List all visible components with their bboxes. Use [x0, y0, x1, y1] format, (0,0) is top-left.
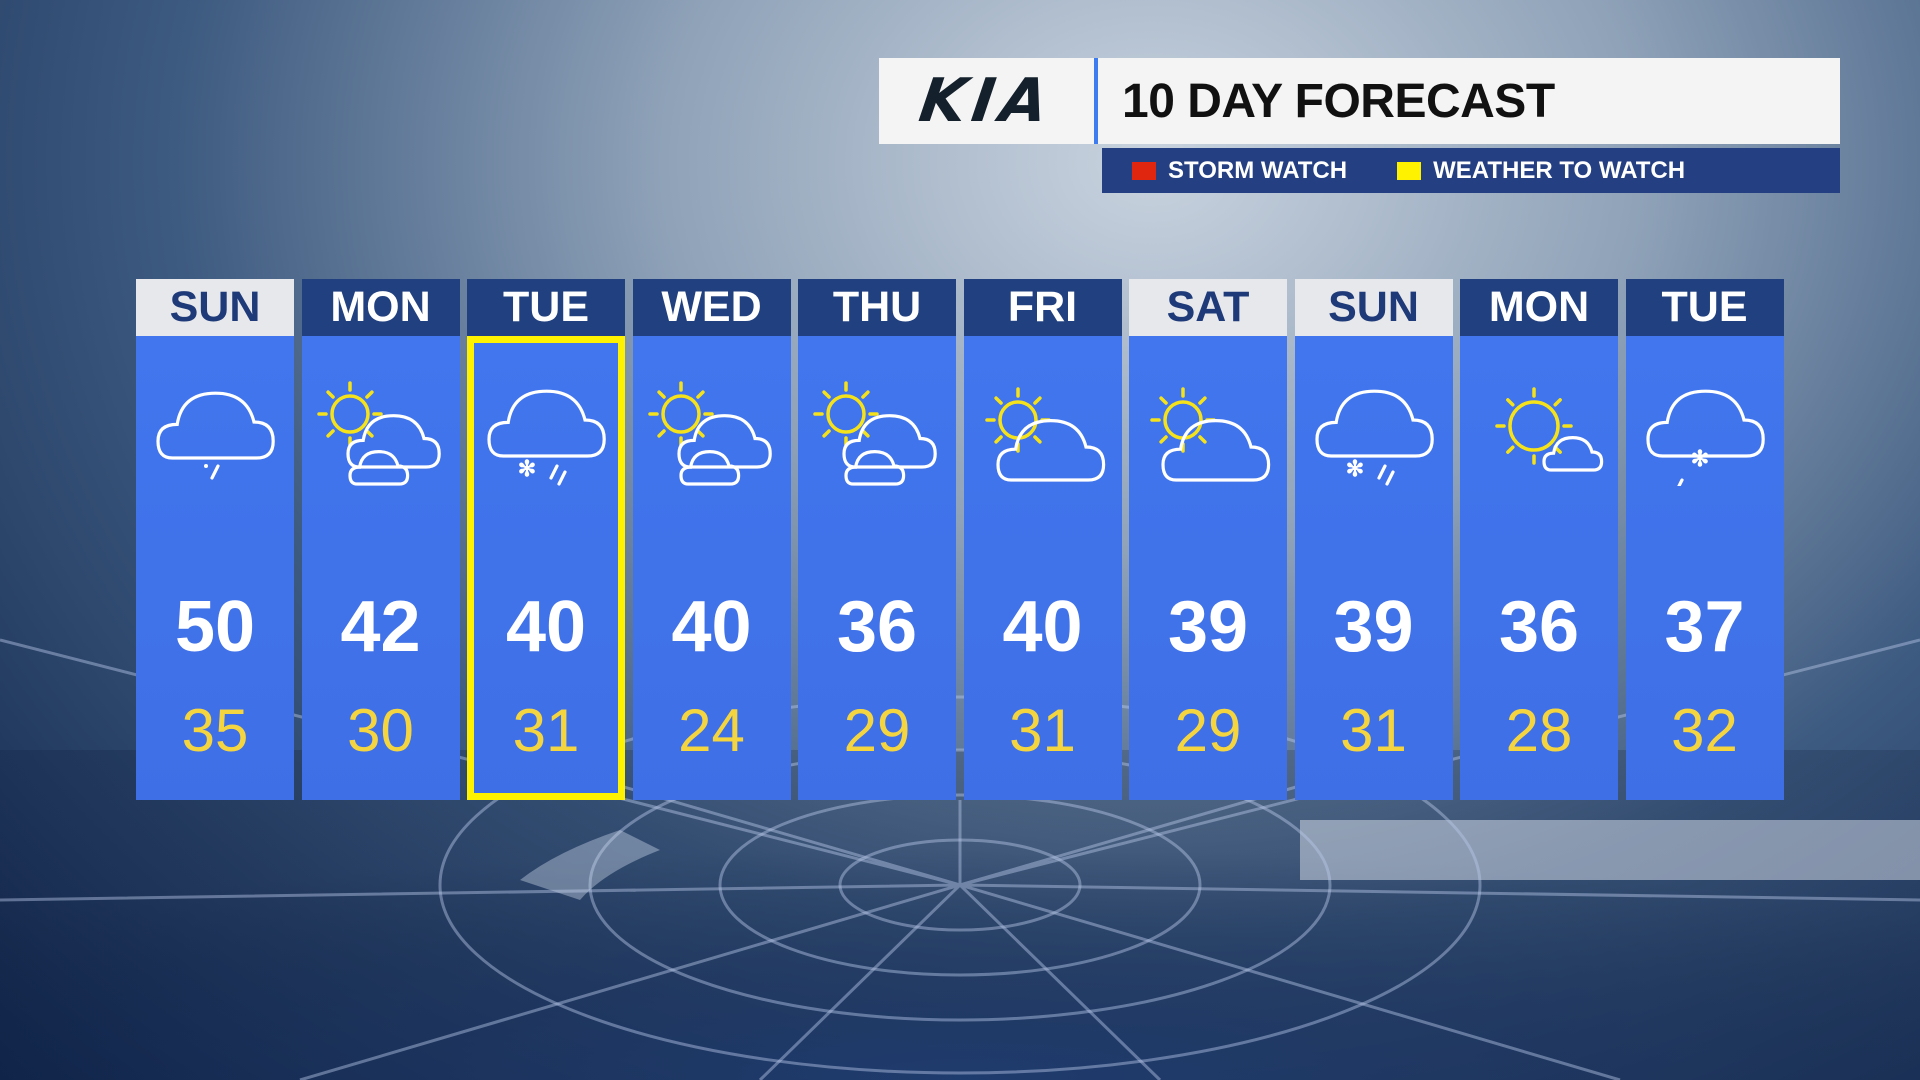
- day-column: FRI 40 31: [963, 279, 1122, 800]
- day-body: 40 31: [963, 336, 1122, 800]
- partly-cloudy-icon: [647, 381, 772, 486]
- day-label: SUN: [1294, 279, 1453, 336]
- low-temp: 28: [1505, 697, 1573, 764]
- partly-cloudy-icon: [813, 381, 937, 486]
- day-column: SUN ✻ 39 31: [1294, 279, 1453, 800]
- day-column: SAT 39 29: [1129, 279, 1287, 800]
- high-temp: 37: [1664, 587, 1745, 667]
- low-temp: 31: [512, 697, 580, 764]
- legend-weather-to-watch: WEATHER TO WATCH: [1397, 157, 1685, 185]
- legend-storm-watch: STORM WATCH: [1132, 157, 1347, 185]
- weather-to-watch-swatch: [1397, 161, 1422, 180]
- mostly-cloudy-sun-icon: [1150, 387, 1271, 482]
- low-temp: 30: [347, 697, 414, 764]
- day-label: FRI: [963, 279, 1122, 336]
- low-temp: 29: [843, 697, 911, 764]
- cloud-snow-icon: ✻: [1645, 389, 1765, 486]
- day-label: SUN: [136, 279, 294, 336]
- low-temp: 29: [1174, 697, 1242, 764]
- legend-label: STORM WATCH: [1168, 156, 1348, 184]
- day-body: 39 29: [1129, 336, 1287, 800]
- low-temp: 35: [181, 697, 249, 764]
- storm-watch-swatch: [1132, 161, 1156, 180]
- day-body: 50 35: [136, 336, 294, 800]
- day-label: THU: [798, 279, 956, 336]
- legend-label: WEATHER TO WATCH: [1433, 156, 1686, 184]
- day-label: MON: [1460, 279, 1618, 336]
- day-column: SUN 50 35: [136, 279, 294, 800]
- low-temp: 24: [678, 697, 745, 764]
- brand-logo-text: KIA: [914, 66, 1059, 136]
- day-body: 36 28: [1460, 336, 1618, 800]
- high-temp: 40: [1002, 587, 1083, 667]
- cloud-snow-rain-icon: ✻: [487, 389, 606, 486]
- low-temp: 32: [1671, 697, 1738, 764]
- day-body: 36 29: [798, 336, 956, 800]
- low-temp: 31: [1009, 697, 1076, 764]
- day-column: TUE ✻ 40 31: [467, 279, 625, 800]
- svg-text:✻: ✻: [518, 456, 536, 481]
- mostly-cloudy-sun-icon: [984, 387, 1105, 482]
- mostly-sunny-icon: [1495, 387, 1604, 472]
- day-label: WED: [632, 279, 791, 336]
- day-column: TUE ✻ 37 32: [1625, 279, 1784, 800]
- day-label: TUE: [1625, 279, 1784, 336]
- day-column: THU 36 29: [798, 279, 956, 800]
- high-temp: 36: [836, 587, 918, 667]
- page-title: 10 DAY FORECAST: [1122, 74, 1555, 128]
- cloud-rain-icon: [156, 391, 275, 480]
- day-label: TUE: [467, 279, 625, 336]
- high-temp: 50: [174, 587, 256, 667]
- day-body: 40 24: [632, 336, 791, 800]
- high-temp: 42: [340, 587, 421, 667]
- day-column: WED 40 24: [632, 279, 791, 800]
- high-temp: 40: [505, 587, 587, 667]
- low-temp: 31: [1340, 697, 1407, 764]
- weather-to-watch-highlight: ✻ 40 31: [467, 336, 625, 800]
- day-column: MON 36 28: [1460, 279, 1618, 800]
- svg-text:✻: ✻: [1345, 456, 1363, 481]
- day-body: ✻ 39 31: [1294, 336, 1453, 800]
- legend: STORM WATCH WEATHER TO WATCH: [1102, 148, 1840, 193]
- partly-cloudy-icon: [316, 381, 441, 486]
- svg-text:✻: ✻: [1690, 446, 1708, 471]
- high-temp: 40: [671, 587, 752, 667]
- day-label: SAT: [1129, 279, 1287, 336]
- day-column: MON 42 30: [301, 279, 460, 800]
- kia-logo: KIA: [879, 58, 1098, 144]
- day-body: ✻ 37 32: [1625, 336, 1784, 800]
- cloud-snow-rain-icon: ✻: [1314, 389, 1434, 486]
- day-label: MON: [301, 279, 460, 336]
- day-body: 42 30: [301, 336, 460, 800]
- high-temp: 39: [1167, 587, 1249, 667]
- forecast-header: KIA 10 DAY FORECAST: [879, 58, 1840, 144]
- high-temp: 36: [1498, 587, 1580, 667]
- high-temp: 39: [1333, 587, 1414, 667]
